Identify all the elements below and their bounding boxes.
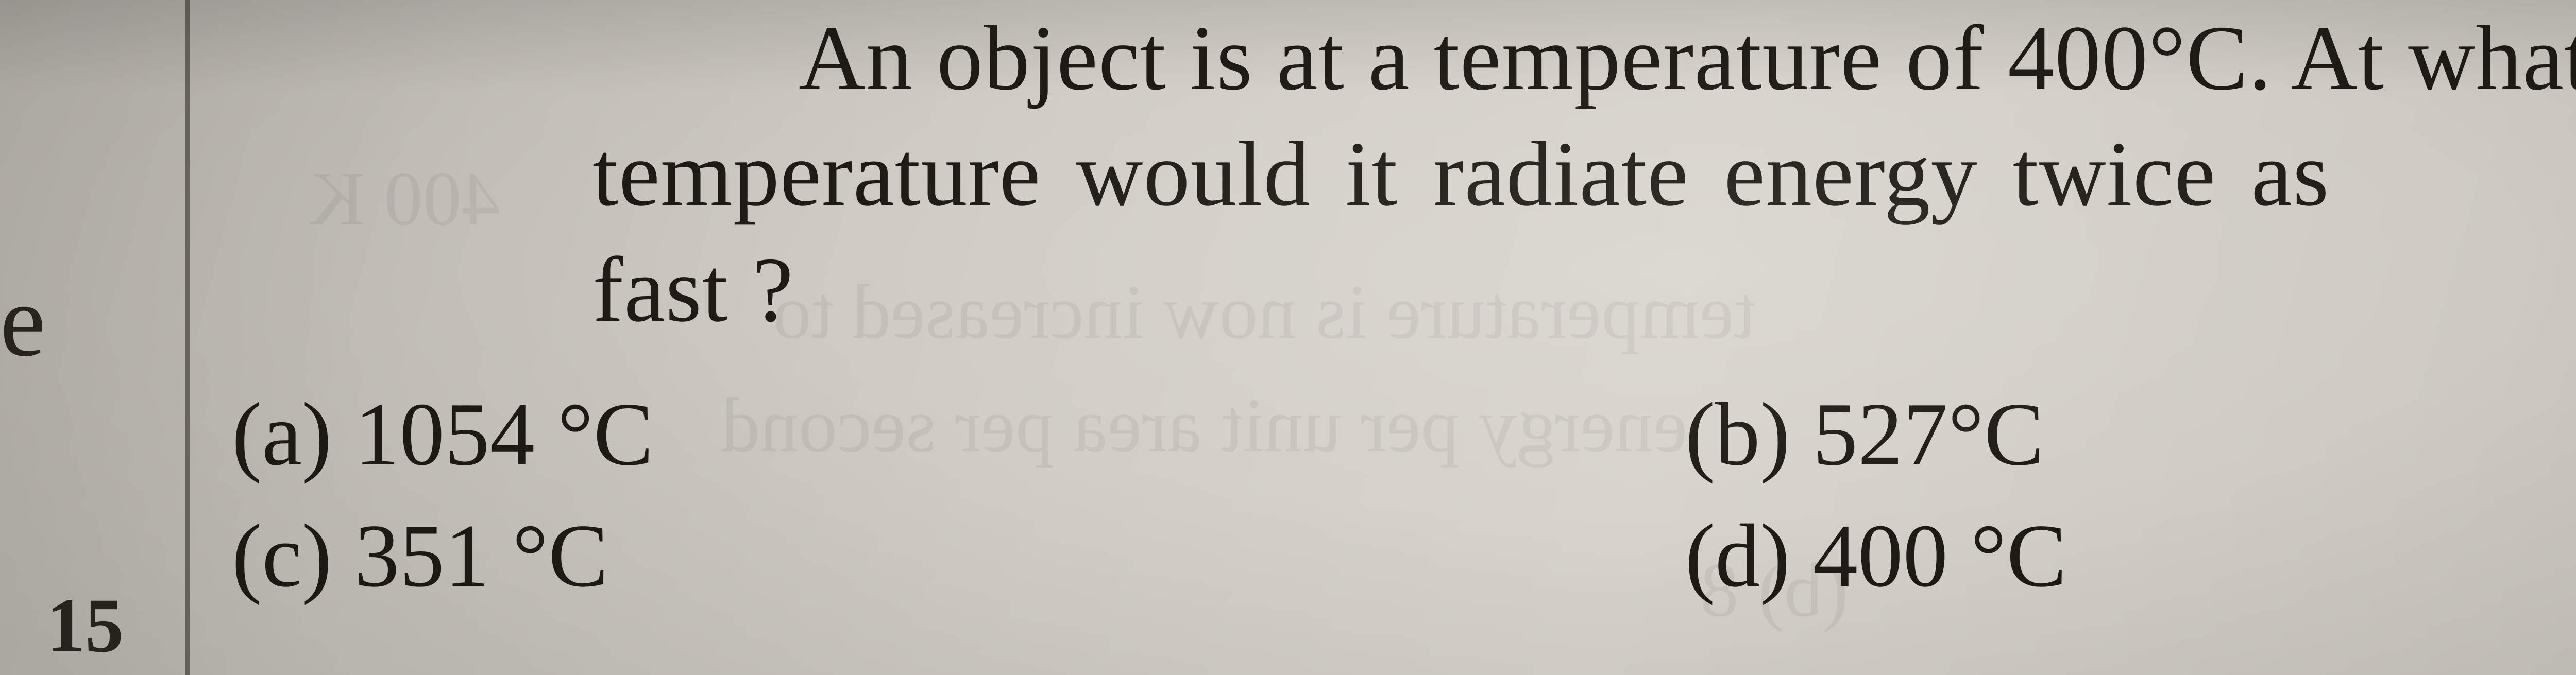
option-d: (d) 400 °C <box>1675 495 2576 616</box>
option-c: (c) 351 °C <box>222 495 1675 616</box>
question-block: An object is at a temperature of 400°C. … <box>222 0 2576 617</box>
options: (a) 1054 °C (b) 527°C (c) 351 °C (d) 400… <box>222 373 2576 617</box>
question-stem: An object is at a temperature of 400°C. … <box>222 0 2576 348</box>
left-page-fragment: e <box>0 270 46 373</box>
option-a: (a) 1054 °C <box>222 373 1675 495</box>
page: temperature is now increased to energy p… <box>0 0 2576 675</box>
stem-line-2: temperature would it radiate energy twic… <box>592 116 2576 232</box>
options-row-1: (a) 1054 °C (b) 527°C <box>222 373 2576 495</box>
option-b: (b) 527°C <box>1675 373 2576 495</box>
stem-line-3: fast ? <box>592 232 2576 348</box>
margin-rule <box>185 0 190 675</box>
stem-line-1: An object is at a temperature of 400°C. … <box>592 0 2576 116</box>
options-row-2: (c) 351 °C (d) 400 °C <box>222 495 2576 616</box>
next-question-number: 15 <box>46 581 124 670</box>
